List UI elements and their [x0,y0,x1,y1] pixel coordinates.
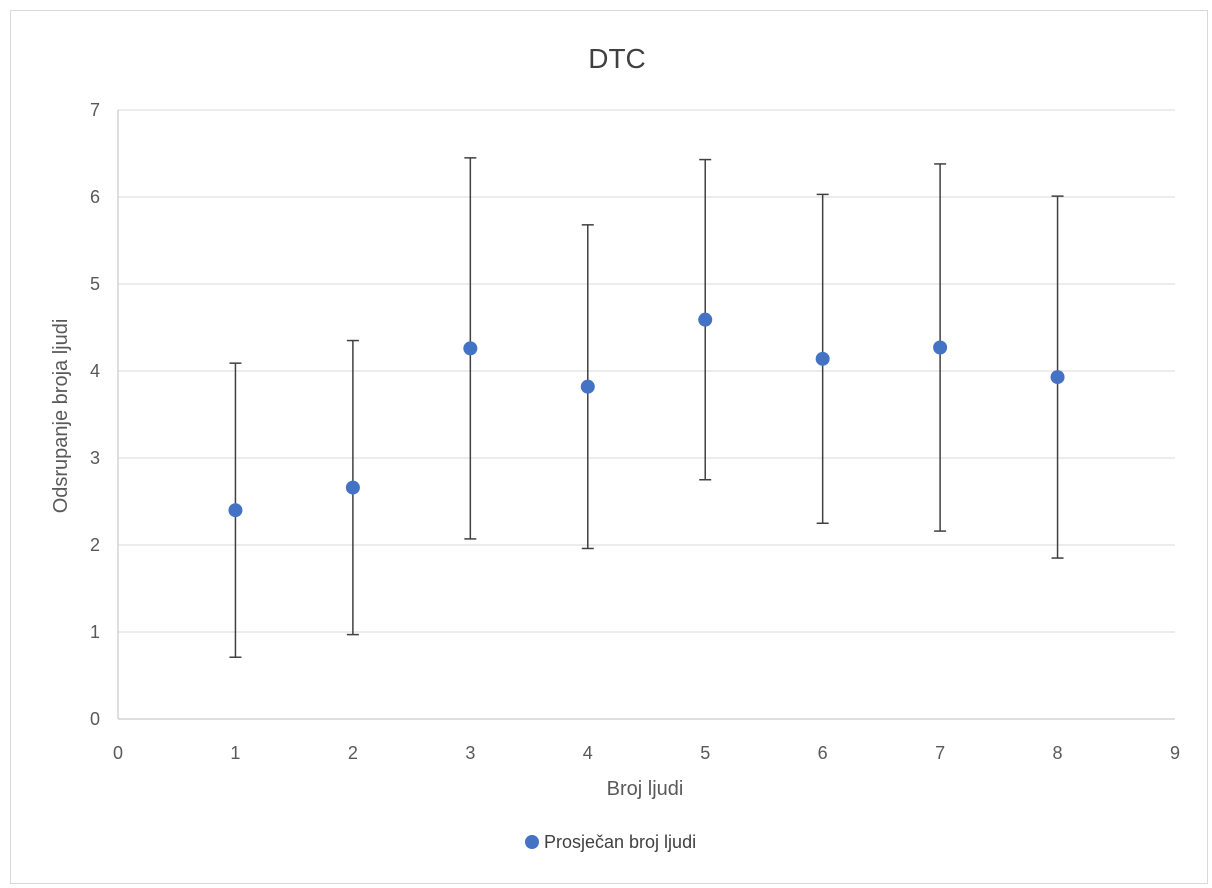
data-point [1050,370,1065,385]
x-tick-label: 1 [230,743,240,763]
gridlines [117,109,1175,720]
y-tick-label: 0 [90,709,100,729]
y-tick-label: 2 [90,535,100,555]
y-tick-label: 4 [90,361,100,381]
y-axis-title: Odsrupanje broja ljudi [50,319,72,514]
x-tick-label: 9 [1170,743,1180,763]
data-point [698,312,713,327]
x-tick-label: 4 [583,743,593,763]
data-point [228,503,243,518]
y-tick-label: 6 [90,187,100,207]
data-point [463,341,478,356]
x-tick-label: 5 [700,743,710,763]
chart-title: DTC [588,43,646,74]
x-tick-labels: 0 1 2 3 4 5 6 7 8 9 [113,743,1180,763]
x-tick-label: 6 [818,743,828,763]
error-bars [229,157,1064,658]
data-point [580,379,595,394]
legend: Prosječan broj ljudi [525,832,696,852]
y-tick-label: 1 [90,622,100,642]
x-tick-label: 8 [1053,743,1063,763]
x-tick-label: 0 [113,743,123,763]
y-tick-label: 7 [90,100,100,120]
data-point [933,340,948,355]
legend-label: Prosječan broj ljudi [544,832,696,852]
y-tick-label: 5 [90,274,100,294]
legend-marker [525,835,539,849]
data-point [815,351,830,366]
x-tick-label: 3 [465,743,475,763]
chart-frame [10,10,1208,884]
data-point [345,480,360,495]
y-tick-label: 3 [90,448,100,468]
y-tick-labels: 0 1 2 3 4 5 6 7 [90,100,100,729]
x-tick-label: 7 [935,743,945,763]
data-points [228,312,1065,518]
x-axis-title: Broj ljudi [607,778,684,800]
x-tick-label: 2 [348,743,358,763]
